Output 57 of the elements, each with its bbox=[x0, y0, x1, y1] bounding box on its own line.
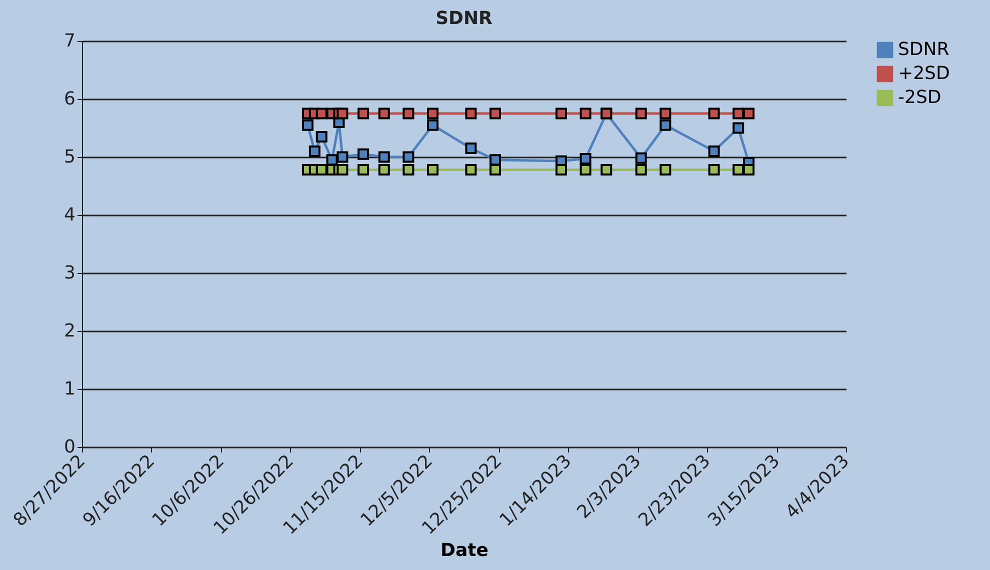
point bbox=[743, 108, 755, 120]
point bbox=[378, 151, 390, 163]
y-tick-label: 2 bbox=[64, 320, 76, 342]
point bbox=[580, 108, 592, 120]
point bbox=[402, 164, 414, 176]
point bbox=[378, 164, 390, 176]
x-axis-title: Date bbox=[440, 540, 488, 562]
y-tick-label: 7 bbox=[64, 30, 76, 52]
point bbox=[358, 108, 370, 120]
point bbox=[316, 108, 328, 120]
point bbox=[580, 152, 592, 164]
point bbox=[660, 164, 672, 176]
point bbox=[302, 119, 314, 131]
point bbox=[490, 108, 501, 120]
point bbox=[635, 152, 647, 164]
point bbox=[708, 108, 720, 120]
point bbox=[580, 164, 592, 176]
point bbox=[336, 151, 348, 163]
point bbox=[708, 145, 720, 157]
y-tick-label: 6 bbox=[64, 88, 76, 110]
point bbox=[402, 151, 414, 163]
point bbox=[336, 164, 348, 176]
point bbox=[465, 142, 477, 154]
point bbox=[378, 108, 390, 120]
point bbox=[600, 164, 612, 176]
point bbox=[316, 130, 328, 142]
y-tick-label: 4 bbox=[64, 204, 76, 226]
point bbox=[635, 164, 647, 176]
legend-label: -2SD bbox=[898, 87, 942, 108]
point bbox=[336, 108, 348, 120]
point bbox=[427, 164, 438, 176]
point bbox=[427, 119, 438, 131]
point bbox=[708, 164, 720, 176]
y-tick-label: 3 bbox=[64, 262, 76, 284]
point bbox=[427, 108, 438, 120]
legend-label: +2SD bbox=[898, 63, 950, 84]
point bbox=[465, 108, 477, 120]
point bbox=[465, 164, 477, 176]
point bbox=[732, 108, 744, 120]
point bbox=[743, 164, 755, 176]
point bbox=[555, 108, 567, 120]
point bbox=[402, 108, 414, 120]
y-tick-label: 5 bbox=[64, 146, 76, 168]
y-tick-label: 1 bbox=[64, 378, 76, 400]
legend-label: SDNR bbox=[898, 39, 950, 60]
point bbox=[660, 108, 672, 120]
point bbox=[732, 164, 744, 176]
point bbox=[732, 122, 744, 134]
point bbox=[358, 148, 370, 160]
point bbox=[635, 108, 647, 120]
point bbox=[358, 164, 370, 176]
point bbox=[555, 164, 567, 176]
point bbox=[660, 119, 672, 131]
point bbox=[308, 145, 320, 157]
point bbox=[490, 164, 501, 176]
chart-title: SDNR bbox=[436, 8, 493, 29]
point bbox=[316, 164, 328, 176]
